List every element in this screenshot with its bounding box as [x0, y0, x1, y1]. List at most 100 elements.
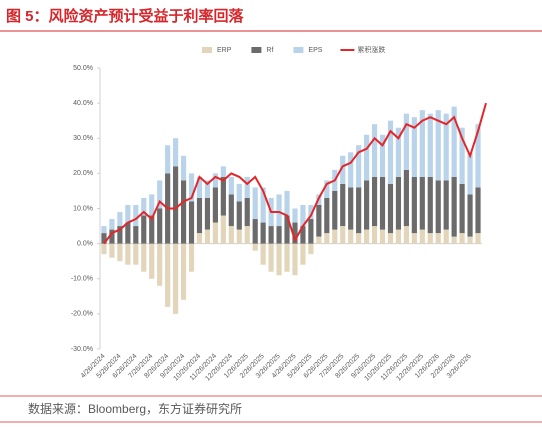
bar	[364, 180, 370, 230]
bar	[435, 180, 441, 234]
bar	[212, 173, 218, 188]
bar	[427, 176, 433, 234]
bar	[403, 113, 409, 170]
bar	[324, 197, 330, 234]
bar	[459, 127, 465, 184]
bar	[220, 176, 226, 216]
bar	[101, 233, 107, 244]
y-tick-label: 10.0%	[73, 205, 93, 212]
bar	[300, 226, 306, 244]
legend-label: 累积涨跌	[357, 45, 385, 54]
legend-swatch	[202, 47, 212, 53]
bar	[443, 229, 449, 244]
bar	[125, 222, 131, 244]
bar	[284, 243, 290, 272]
bar	[252, 243, 258, 251]
chart-title: 图 5：风险资产预计受益于利率回落	[6, 7, 245, 25]
bar	[475, 233, 481, 244]
bar	[157, 180, 163, 209]
y-tick-label: 40.0%	[73, 100, 93, 107]
bar	[276, 243, 282, 276]
legend-swatch	[293, 47, 304, 53]
bar	[212, 187, 218, 223]
y-tick-label: -30.0%	[71, 346, 93, 353]
bar	[252, 187, 258, 220]
bar	[403, 169, 409, 227]
bar	[300, 243, 306, 265]
bar	[364, 134, 370, 181]
bar	[109, 219, 115, 230]
bar	[467, 152, 473, 195]
bar	[395, 229, 402, 244]
y-tick-label: 50.0%	[73, 65, 93, 72]
bar	[101, 226, 107, 234]
bar	[196, 197, 203, 234]
bar	[180, 180, 187, 244]
bar	[173, 166, 179, 244]
bar	[316, 204, 322, 237]
legend-label: Rf	[266, 47, 273, 54]
bar	[292, 208, 298, 223]
bar	[284, 215, 290, 244]
bar	[308, 219, 314, 244]
y-tick-label: 20.0%	[73, 170, 93, 177]
y-tick-label: 30.0%	[73, 135, 93, 142]
bar	[427, 233, 433, 244]
bar	[101, 243, 107, 255]
bar	[149, 194, 155, 216]
bar	[244, 176, 250, 198]
line	[103, 102, 487, 245]
bar	[204, 229, 211, 244]
bar	[356, 145, 362, 188]
bar	[165, 145, 171, 174]
bar	[435, 233, 441, 244]
bar	[196, 176, 203, 198]
legend-label: ERP	[217, 47, 232, 54]
bar	[387, 233, 394, 244]
bar	[340, 155, 346, 184]
bar	[276, 226, 282, 244]
bar	[348, 187, 354, 230]
bar	[395, 127, 402, 177]
bar	[141, 243, 147, 272]
bar	[379, 176, 386, 230]
bar	[451, 176, 457, 237]
bar	[165, 243, 171, 307]
bar	[204, 180, 211, 198]
bar	[220, 166, 226, 177]
bar	[228, 194, 234, 227]
bar	[435, 110, 441, 181]
bar	[117, 212, 123, 227]
bar	[308, 204, 314, 220]
bar	[157, 243, 163, 286]
bar	[109, 229, 115, 244]
bar	[300, 204, 306, 227]
y-tick-label: -10.0%	[71, 276, 93, 283]
bar	[364, 229, 370, 244]
bar	[133, 243, 139, 265]
bar	[117, 226, 123, 244]
legend-label: EPS	[308, 47, 322, 54]
bar	[196, 233, 203, 244]
bar	[324, 233, 330, 244]
bar	[348, 152, 354, 188]
bar	[188, 173, 195, 202]
bar	[141, 197, 147, 216]
bar	[411, 176, 417, 234]
bar	[371, 176, 378, 227]
bar	[149, 243, 155, 279]
bar	[173, 243, 179, 314]
bar	[443, 180, 449, 230]
bar	[292, 222, 298, 244]
bar	[371, 226, 378, 244]
bar	[332, 190, 338, 230]
bar	[260, 222, 266, 244]
bar	[340, 183, 346, 227]
bar	[157, 208, 163, 244]
bar	[395, 176, 402, 230]
bar	[260, 187, 266, 223]
bar	[379, 229, 386, 244]
bar	[443, 113, 449, 181]
bar	[180, 155, 187, 181]
